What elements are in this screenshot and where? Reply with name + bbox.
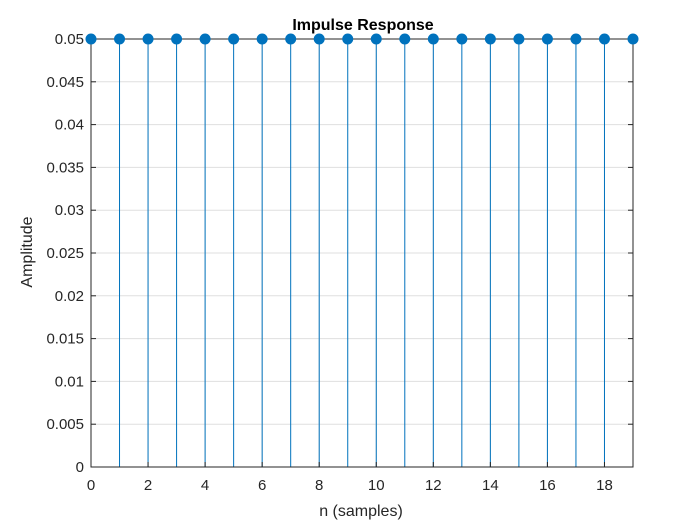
y-tick-label: 0.005 (46, 416, 84, 433)
x-tick-label: 2 (144, 477, 152, 494)
x-tick-label: 12 (425, 477, 442, 494)
y-tick-label: 0.02 (55, 288, 84, 305)
x-tick-label: 6 (258, 477, 266, 494)
stem-marker (513, 33, 525, 45)
chart-title: Impulse Response (292, 17, 433, 34)
stem-marker (228, 33, 240, 45)
x-tick-label: 0 (87, 477, 95, 494)
y-tick-label: 0.045 (46, 74, 84, 91)
y-tick-label: 0.015 (46, 331, 84, 348)
stem-marker (142, 33, 154, 45)
axis-ticks: 0 0.005 0.01 0.015 0.02 0.025 0.03 0.035 0.04 0.0… (46, 31, 633, 494)
stem-marker (570, 33, 582, 45)
stem-markers (85, 33, 639, 45)
y-tick-label: 0.025 (46, 245, 84, 262)
stem-marker (342, 33, 354, 45)
stem-marker (313, 33, 325, 45)
x-tick-label: 14 (482, 477, 499, 494)
x-tick-label: 18 (596, 477, 613, 494)
y-tick-label: 0.03 (55, 202, 84, 219)
stem-marker (399, 33, 411, 45)
stem-marker (627, 33, 639, 45)
stem-marker (171, 33, 183, 45)
stem-marker (598, 33, 610, 45)
y-tick-label: 0.05 (55, 31, 84, 48)
stem-marker (456, 33, 468, 45)
stem-marker (427, 33, 439, 45)
x-tick-label: 4 (201, 477, 209, 494)
stem-marker (285, 33, 297, 45)
x-tick-label: 16 (539, 477, 556, 494)
x-tick-label: 8 (315, 477, 323, 494)
x-tick-label: 10 (368, 477, 385, 494)
stem-marker (541, 33, 553, 45)
x-axis-label: n (samples) (319, 503, 403, 520)
y-axis-label: Amplitude (19, 216, 36, 287)
stem-marker (199, 33, 211, 45)
stem-marker (85, 33, 97, 45)
stem-marker (484, 33, 496, 45)
y-tick-label: 0.04 (55, 117, 84, 134)
y-tick-label: 0 (76, 459, 84, 476)
stem-marker (256, 33, 268, 45)
stem-marker (114, 33, 126, 45)
stem-marker (370, 33, 382, 45)
y-tick-label: 0.035 (46, 159, 84, 176)
y-tick-label: 0.01 (55, 373, 84, 390)
